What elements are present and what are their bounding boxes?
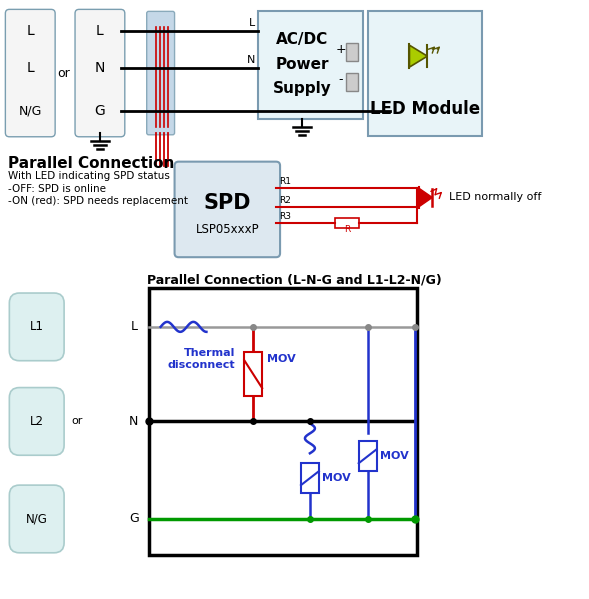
- FancyBboxPatch shape: [258, 11, 363, 119]
- Text: LED Module: LED Module: [370, 100, 480, 118]
- FancyBboxPatch shape: [9, 293, 64, 361]
- Text: R2: R2: [279, 196, 291, 205]
- Polygon shape: [419, 189, 432, 207]
- Text: MOV: MOV: [322, 473, 350, 483]
- Text: Supply: Supply: [273, 81, 332, 96]
- Bar: [244, 352, 262, 396]
- Text: Parallel Connection: Parallel Connection: [8, 156, 175, 171]
- Text: N: N: [247, 55, 255, 65]
- FancyBboxPatch shape: [75, 10, 125, 137]
- FancyBboxPatch shape: [5, 10, 55, 137]
- Polygon shape: [409, 45, 428, 67]
- Text: or: or: [58, 66, 71, 80]
- Text: AC/DC: AC/DC: [276, 32, 328, 47]
- Text: MOV: MOV: [379, 451, 408, 461]
- Text: With LED indicating SPD status: With LED indicating SPD status: [8, 171, 170, 181]
- FancyBboxPatch shape: [368, 11, 482, 136]
- Bar: [301, 463, 319, 493]
- FancyBboxPatch shape: [147, 11, 174, 135]
- Text: or: or: [71, 416, 82, 426]
- Bar: [335, 219, 359, 228]
- Bar: [148, 288, 418, 555]
- Text: N: N: [95, 61, 105, 75]
- Text: L: L: [96, 25, 104, 38]
- Text: -OFF: SPD is online: -OFF: SPD is online: [8, 183, 107, 193]
- FancyBboxPatch shape: [9, 485, 64, 553]
- Text: L: L: [130, 320, 137, 334]
- Text: L: L: [27, 25, 34, 38]
- Text: MOV: MOV: [267, 354, 296, 364]
- Text: LED normally off: LED normally off: [449, 192, 542, 202]
- Text: L2: L2: [29, 415, 44, 428]
- Text: Thermal
disconnect: Thermal disconnect: [168, 349, 235, 370]
- Text: LSP05xxxP: LSP05xxxP: [196, 223, 259, 236]
- Bar: [359, 441, 376, 471]
- Bar: [346, 73, 358, 91]
- Text: R1: R1: [279, 177, 291, 186]
- Text: N/G: N/G: [26, 513, 48, 525]
- Text: -: -: [339, 72, 343, 86]
- Text: -ON (red): SPD needs replacement: -ON (red): SPD needs replacement: [8, 196, 188, 207]
- Text: L: L: [27, 61, 34, 75]
- Text: L1: L1: [29, 320, 44, 334]
- Text: R: R: [343, 225, 350, 234]
- Bar: [346, 43, 358, 61]
- Text: Power: Power: [275, 57, 329, 72]
- FancyBboxPatch shape: [9, 388, 64, 455]
- Text: N/G: N/G: [19, 104, 42, 117]
- Text: G: G: [95, 104, 105, 118]
- Text: G: G: [129, 513, 138, 525]
- Text: Parallel Connection (L-N-G and L1-L2-N/G): Parallel Connection (L-N-G and L1-L2-N/G…: [147, 273, 441, 286]
- Text: L: L: [249, 19, 255, 28]
- Text: +: +: [336, 43, 346, 56]
- Text: SPD: SPD: [204, 193, 251, 213]
- Text: N: N: [129, 415, 138, 428]
- Text: R3: R3: [279, 213, 291, 222]
- FancyBboxPatch shape: [174, 162, 280, 257]
